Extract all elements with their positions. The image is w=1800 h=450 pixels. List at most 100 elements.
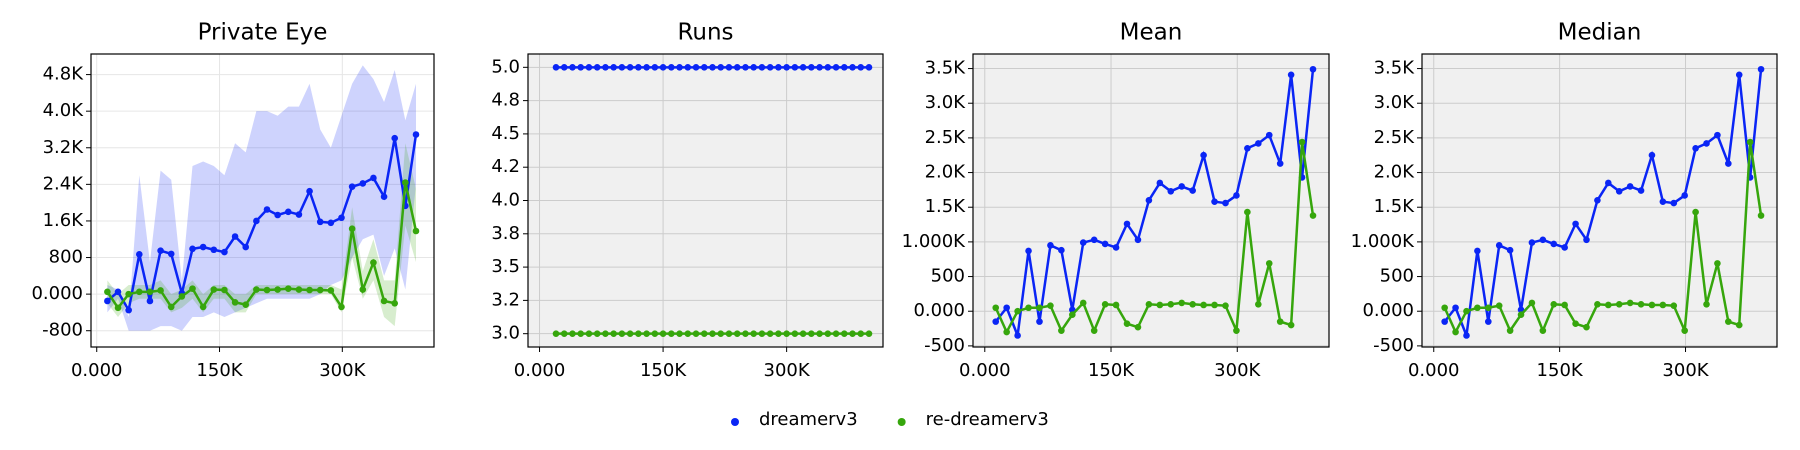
point xyxy=(370,259,377,266)
y-tick-label: 0.000 xyxy=(1362,300,1414,321)
point xyxy=(1539,327,1547,334)
point xyxy=(692,330,700,337)
point xyxy=(199,303,207,311)
point xyxy=(758,330,766,337)
point xyxy=(1626,299,1634,307)
point xyxy=(1637,187,1645,194)
point xyxy=(1036,304,1043,312)
x-tick-label: 150K xyxy=(1088,360,1135,381)
point xyxy=(1517,311,1525,318)
subplot: Private Eye -800 0.000 800 1.6K 2.4K 3.2K 4.0K 4… xyxy=(31,20,435,381)
point xyxy=(635,330,642,337)
point xyxy=(1112,244,1120,251)
point xyxy=(1145,196,1153,204)
point xyxy=(1550,300,1558,308)
point xyxy=(618,64,626,71)
y-tick-label: 5.0 xyxy=(491,56,520,77)
point xyxy=(709,64,716,71)
point xyxy=(338,303,345,311)
legend-label: dreamerv3 xyxy=(759,409,858,430)
y-tick-label: 3.2 xyxy=(491,289,520,310)
point xyxy=(857,330,865,337)
point xyxy=(242,301,250,308)
point xyxy=(1572,320,1579,328)
point xyxy=(1681,192,1688,199)
y-tick-label: 0.000 xyxy=(913,300,965,321)
point xyxy=(284,285,292,292)
point xyxy=(1670,199,1678,207)
y-tick-label: 3.0K xyxy=(925,92,967,113)
point xyxy=(775,64,782,71)
y-tick-label: 4.0K xyxy=(43,100,85,121)
point xyxy=(380,193,388,201)
point xyxy=(1746,138,1754,146)
x-tick-label: 300K xyxy=(1214,360,1261,381)
point xyxy=(1069,311,1076,318)
point xyxy=(1583,236,1590,244)
point xyxy=(1058,327,1065,334)
point xyxy=(857,64,865,71)
point xyxy=(1725,160,1732,167)
point xyxy=(1648,151,1656,159)
y-tick-label: 2.5K xyxy=(1374,127,1416,148)
y-tick-label: 1.000K xyxy=(902,231,967,252)
point xyxy=(1134,323,1142,331)
point xyxy=(602,330,609,337)
legend: dreamerv3 re-dreamerv3 xyxy=(731,409,1049,430)
subplot: Runs 3.0 3.2 3.5 3.8 4.0 4.2 4.5 4.8 5.0 0.000 150K… xyxy=(491,20,884,381)
point xyxy=(577,330,585,337)
x-tick-label: 300K xyxy=(319,360,366,381)
point xyxy=(1452,304,1459,312)
point xyxy=(370,174,377,182)
point xyxy=(221,286,228,294)
point xyxy=(733,64,741,71)
plot-frame xyxy=(1421,53,1778,348)
point xyxy=(560,330,568,337)
point xyxy=(146,288,154,296)
point xyxy=(210,246,218,254)
point xyxy=(552,330,560,337)
point xyxy=(1222,199,1229,207)
point xyxy=(1561,244,1568,251)
legend-marker xyxy=(731,418,739,426)
point xyxy=(1244,208,1251,216)
point xyxy=(635,64,642,71)
point xyxy=(569,330,576,337)
point xyxy=(1036,318,1043,325)
point xyxy=(733,330,741,337)
point xyxy=(359,286,367,293)
x-tick-label: 150K xyxy=(1537,360,1584,381)
point xyxy=(157,247,164,254)
point xyxy=(1626,183,1634,190)
point xyxy=(104,288,111,296)
point xyxy=(263,286,271,294)
point xyxy=(1692,144,1699,152)
point xyxy=(167,250,175,258)
point xyxy=(263,206,271,213)
point xyxy=(1703,140,1710,147)
y-tick-label: 3.2K xyxy=(43,137,85,158)
point xyxy=(1090,327,1098,334)
point xyxy=(618,330,626,337)
point xyxy=(274,211,281,219)
point xyxy=(1211,198,1218,205)
subplot: Median -500 0.000 500 1.000K 1.5K 2.0K 2.5K 3.0K… xyxy=(1351,20,1778,381)
point xyxy=(626,330,634,337)
point xyxy=(1506,327,1514,334)
point xyxy=(402,179,409,186)
point xyxy=(1123,220,1131,228)
point xyxy=(808,330,815,337)
point xyxy=(865,64,873,71)
point xyxy=(231,233,239,240)
point xyxy=(189,245,196,253)
point xyxy=(104,297,111,305)
point xyxy=(692,64,700,71)
point xyxy=(306,187,313,195)
point xyxy=(742,330,749,337)
point xyxy=(348,225,356,233)
y-tick-label: 0.000 xyxy=(31,283,83,304)
y-tick-label: 3.5K xyxy=(925,58,967,79)
y-tick-label: 3.5 xyxy=(491,256,520,277)
point xyxy=(1659,301,1667,309)
point xyxy=(1178,183,1186,190)
